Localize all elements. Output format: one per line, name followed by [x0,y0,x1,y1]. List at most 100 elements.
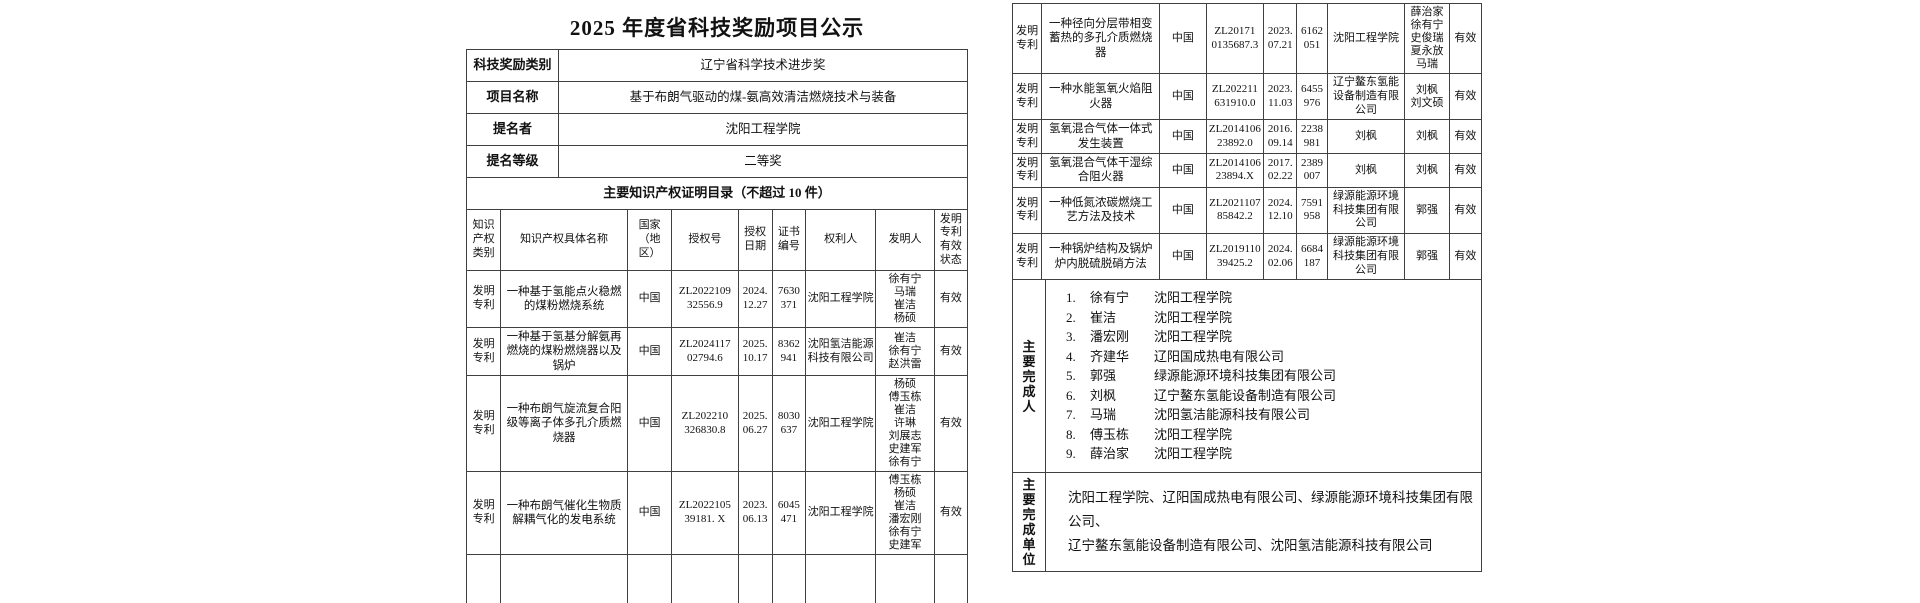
patent-owner-cell: 沈阳工程学院 [804,270,877,328]
info-value: 二等奖 [558,145,968,178]
col-header-owner: 权利人 [804,209,877,271]
units-text: 沈阳工程学院、辽阳国成热电有限公司、绿源能源环境科技集团有限公司、 辽宁鳌东氢能… [1045,471,1482,572]
info-row: 科技奖励类别 辽宁省科学技术进步奖 [466,49,968,82]
col-header-status: 发明 专利 有效 状态 [933,209,969,271]
patent-name-cell: 一种径向分层带相变蓄热的多孔介质燃烧器 [1041,3,1161,74]
completers-table: 主 要 完 成 人 1. 徐有宁 沈阳工程学院 2. 崔洁 沈阳工程学院 3. 潘宏刚 沈阳工程… [1012,279,1482,473]
patent-name-cell: 一种低氮浓碳燃烧工艺方法及技术 [1041,186,1161,235]
patent-date-cell: 2016. 09.14 [1263,119,1298,154]
completer-number: 3. [1066,329,1076,345]
patent-name-cell: 一种锅炉结构及锅炉炉内脱硫脱硝方法 [1041,232,1161,281]
patent-status-cell: 有效 [933,375,969,473]
completers-list: 1. 徐有宁 沈阳工程学院 2. 崔洁 沈阳工程学院 3. 潘宏刚 沈阳工程学院 4. 齐建华 辽阳国… [1045,279,1482,473]
patent-cert-cell: 6162 051 [1296,3,1328,74]
patent-row: 发明 专利 氢氧混合气体干湿综合阻火器 中国 ZL2014106 23894.X… [1011,153,1483,188]
left-page: 2025 年度省科技奖励项目公示 科技奖励类别 辽宁省科学技术进步奖 项目名称 … [465,12,969,603]
patent-name-cell: 一种水能氢氧火焰阻火器 [1041,72,1161,121]
completer-line: 5. 郭强 绿源能源环境科技集团有限公司 [1066,366,1477,386]
patent-country-cell: 中国 [1159,153,1207,188]
patent-number-cell: ZL20171 0135687.3 [1205,3,1265,74]
patent-row: 发明 专利 一种布朗气旋流复合阳级等离子体多孔介质燃烧器 中国 ZL202210… [465,375,969,473]
project-info-table: 科技奖励类别 辽宁省科学技术进步奖 项目名称 基于布朗气驱动的煤-氨高效清洁燃烧… [466,49,968,178]
completer-number: 1. [1066,290,1076,306]
completers-row: 主 要 完 成 人 1. 徐有宁 沈阳工程学院 2. 崔洁 沈阳工程学院 3. 潘宏刚 沈阳工程… [1012,279,1482,473]
patent-status-cell: 有效 [933,326,969,377]
patent-number-cell: ZL2024117 02794.6 [671,326,739,377]
completer-org: 沈阳氢洁能源科技有限公司 [1154,407,1311,423]
patent-number-cell: ZL2019110 39425.2 [1205,232,1265,281]
col-header-name: 知识产权具体名称 [500,209,628,271]
col-header-type: 知识 产权 类别 [465,209,502,271]
completer-line: 8. 傅玉栋 沈阳工程学院 [1066,425,1477,445]
patent-date-cell: 2023. 07.21 [1263,3,1298,74]
patent-status-cell: 有效 [1448,232,1483,281]
patent-status-cell: 有效 [933,471,969,556]
patent-type-cell: 发明 专利 [1011,3,1043,74]
patent-cert-cell: 2389 007 [1296,153,1328,188]
completer-name: 潘宏刚 [1090,329,1130,345]
completer-org: 辽宁鳌东氢能设备制造有限公司 [1154,387,1337,403]
patent-status-cell: 有效 [1448,3,1483,74]
completer-name: 郭强 [1090,368,1117,384]
col-header-country: 国家 （地 区） [626,209,673,271]
patent-inventors-cell: 崔洁 徐有宁 赵洪雷 [875,326,935,377]
completer-line: 3. 潘宏刚 沈阳工程学院 [1066,327,1477,347]
patent-country-cell: 中国 [1159,72,1207,121]
completer-org: 沈阳工程学院 [1154,309,1233,325]
ip-header-row: 知识 产权 类别 知识产权具体名称 国家 （地 区） 授权号 授权 日期 证书 … [465,209,969,271]
patent-country-cell: 中国 [626,270,673,328]
ip-table-right: 发明 专利 一种径向分层带相变蓄热的多孔介质燃烧器 中国 ZL20171 013… [1011,3,1483,281]
completer-org: 辽阳国成热电有限公司 [1154,348,1285,364]
patent-country-cell: 中国 [626,471,673,556]
completer-name: 马瑞 [1090,407,1117,423]
patent-number-cell: ZL2022109 32556.9 [671,270,739,328]
patent-name-cell: 氢氧混合气体干湿综合阻火器 [1041,153,1161,188]
completer-name: 崔洁 [1090,309,1117,325]
patent-status-cell: 有效 [1448,153,1483,188]
patent-number-cell: ZL202210 326830.8 [671,375,739,473]
units-label: 主 要 完 成 单 位 [1012,471,1046,572]
patent-owner-cell: 沈阳工程学院 [804,471,877,556]
patent-status-cell: 有效 [1448,72,1483,121]
completer-org: 沈阳工程学院 [1154,329,1233,345]
completer-line: 1. 徐有宁 沈阳工程学院 [1066,288,1477,308]
completer-name: 刘枫 [1090,387,1117,403]
info-label: 科技奖励类别 [466,49,559,82]
patent-owner-cell: 绿源能源环境科技集团有限公司 [1326,232,1406,281]
patent-inventors-cell: 杨硕 傅玉栋 崔洁 许琳 刘展志 史建军 徐有宁 [875,375,935,473]
patent-type-cell: 发明 专利 [465,326,502,377]
patent-row: 发明 专利 一种水能氢氧火焰阻火器 中国 ZL202211 631910.0 2… [1011,72,1483,121]
patent-inventors-cell: 郭强 [1404,232,1450,281]
patent-date-cell: 2024. 12.10 [1263,186,1298,235]
completer-name: 齐建华 [1090,348,1130,364]
completer-line: 6. 刘枫 辽宁鳌东氢能设备制造有限公司 [1066,386,1477,406]
patent-owner-cell: 辽宁鳌东氢能设备制造有限公司 [1326,72,1406,121]
patent-country-cell: 中国 [1159,232,1207,281]
patent-status-cell: 有效 [1448,186,1483,235]
patent-owner-cell: 刘枫 [1326,153,1406,188]
completer-number: 8. [1066,426,1076,442]
ip-section-title-row: 主要知识产权证明目录（不超过 10 件） [466,177,968,210]
patent-cert-cell: 7630 371 [771,270,806,328]
patent-date-cell: 2025. 06.27 [737,375,773,473]
patent-row: 发明 专利 氢氧混合气体一体式发生装置 中国 ZL2014106 23892.0… [1011,119,1483,154]
patent-status-cell: 有效 [1448,119,1483,154]
patent-name-cell: 一种基于氢能点火稳燃的煤粉燃烧系统 [500,270,628,328]
completer-org: 沈阳工程学院 [1154,446,1233,462]
patent-inventors-cell: 刘枫 [1404,119,1450,154]
patent-status-cell: 有效 [933,270,969,328]
patent-type-cell: 发明 专利 [1011,153,1043,188]
completer-name: 薛治家 [1090,446,1130,462]
patent-cert-cell: 7591 958 [1296,186,1328,235]
patent-number-cell: ZL202211 631910.0 [1205,72,1265,121]
patent-owner-cell: 刘枫 [1326,119,1406,154]
completer-number: 9. [1066,446,1076,462]
patent-number-cell: ZL2014106 23894.X [1205,153,1265,188]
patent-country-cell: 中国 [626,375,673,473]
patent-inventors-cell: 刘枫 [1404,153,1450,188]
patent-type-cell: 发明 专利 [1011,119,1043,154]
patent-owner-cell: 沈阳工程学院 [804,375,877,473]
col-header-date: 授权 日期 [737,209,773,271]
patent-owner-cell: 沈阳氢洁能源科技有限公司 [804,326,877,377]
patent-country-cell: 中国 [1159,119,1207,154]
